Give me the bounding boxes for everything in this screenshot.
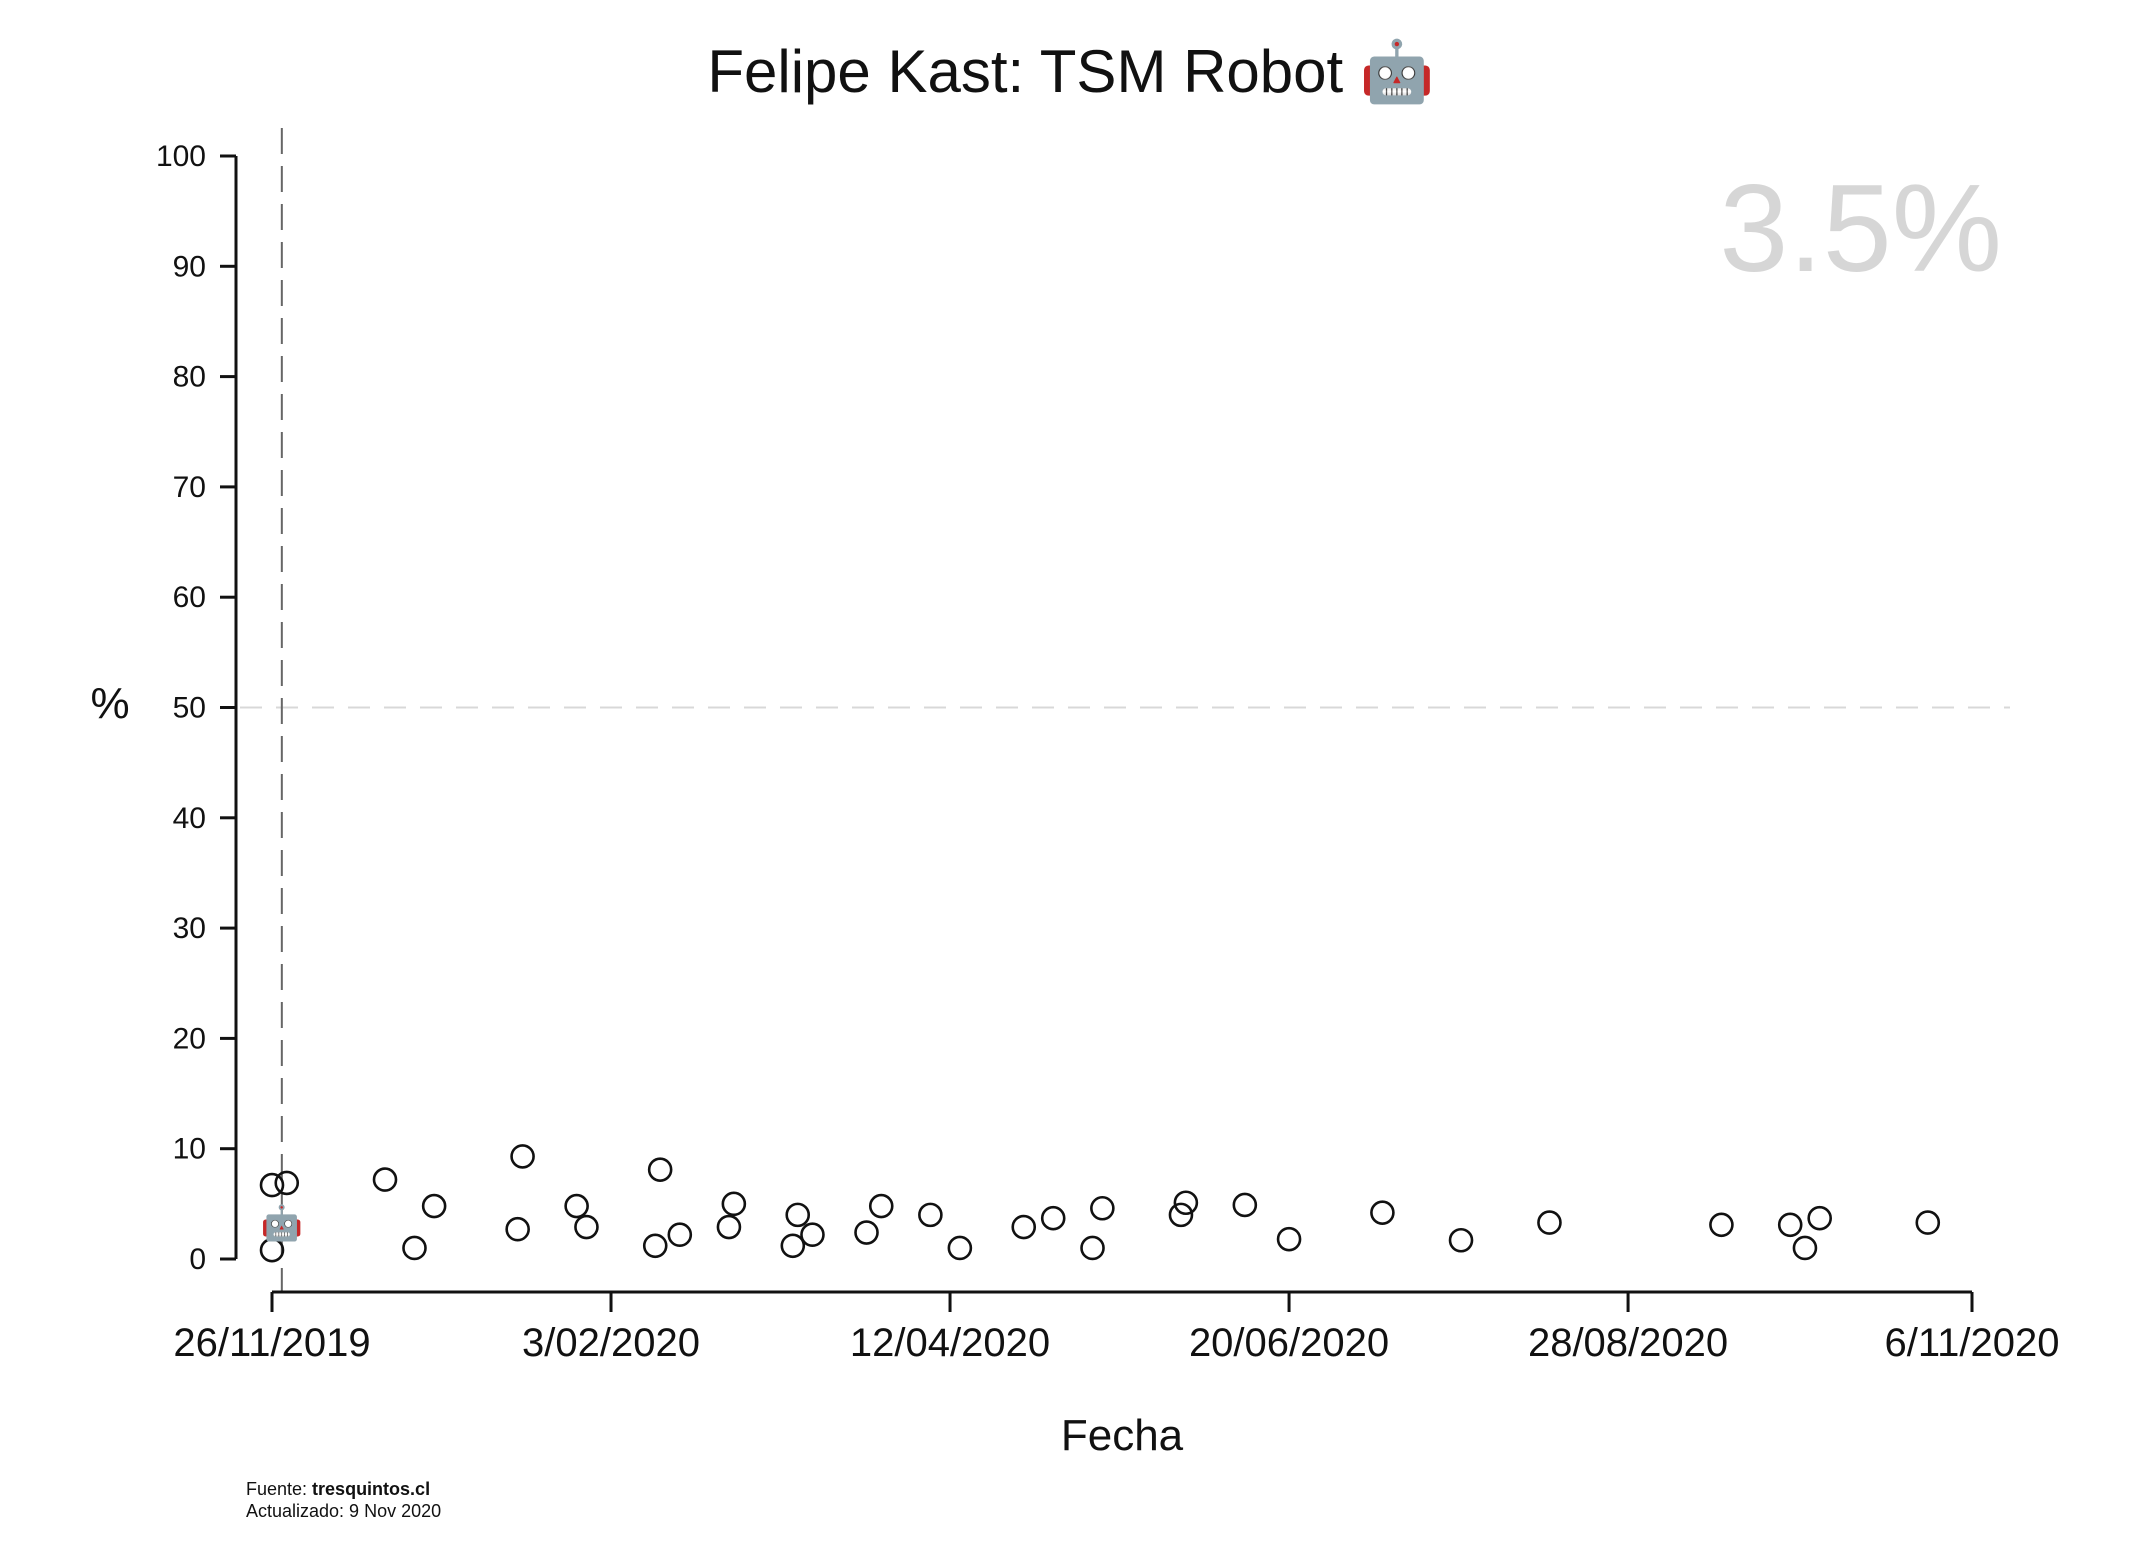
source-line: Fuente: tresquintos.cl xyxy=(246,1478,441,1500)
y-tick-label: 40 xyxy=(173,802,206,835)
y-axis-label: % xyxy=(90,679,129,728)
data-point xyxy=(274,1170,300,1196)
x-tick-label: 26/11/2019 xyxy=(173,1321,370,1365)
chart-title-text: Felipe Kast: TSM Robot xyxy=(707,38,1344,105)
data-point xyxy=(1807,1205,1832,1231)
y-tick-label: 80 xyxy=(173,361,206,394)
data-point xyxy=(1173,1190,1199,1216)
x-tick-label: 20/06/2020 xyxy=(1189,1321,1389,1365)
data-point xyxy=(721,1191,747,1217)
data-point xyxy=(402,1235,427,1261)
data-point xyxy=(259,1237,285,1263)
data-point xyxy=(421,1193,447,1219)
data-point xyxy=(854,1220,879,1245)
robot-icon: 🤖 xyxy=(261,1203,303,1242)
footer: Fuente: tresquintos.cl Actualizado: 9 No… xyxy=(246,1478,441,1522)
source-name: tresquintos.cl xyxy=(312,1479,431,1499)
data-point xyxy=(667,1222,693,1248)
data-point xyxy=(1792,1235,1818,1261)
data-point xyxy=(1709,1212,1734,1238)
updated-line: Actualizado: 9 Nov 2020 xyxy=(246,1501,442,1521)
data-point xyxy=(505,1216,530,1242)
data-point xyxy=(1370,1200,1395,1225)
x-tick-label: 3/02/2020 xyxy=(522,1321,700,1365)
y-tick-label: 70 xyxy=(173,471,206,504)
data-point xyxy=(868,1193,894,1219)
data-point xyxy=(780,1233,806,1259)
x-axis-label: Fecha xyxy=(1061,1411,1184,1460)
data-point xyxy=(510,1144,535,1169)
chart-title: Felipe Kast: TSM Robot 🤖 xyxy=(0,36,2142,107)
data-point xyxy=(1080,1235,1105,1261)
data-point xyxy=(259,1172,285,1198)
y-tick-label: 10 xyxy=(173,1133,206,1166)
y-tick-label: 90 xyxy=(173,250,206,283)
data-point xyxy=(800,1222,825,1248)
y-tick-label: 0 xyxy=(189,1243,206,1276)
data-point xyxy=(1276,1226,1302,1252)
data-point xyxy=(1777,1212,1803,1238)
current-value-label: 3.5% xyxy=(1719,160,2002,298)
y-tick-label: 50 xyxy=(173,692,206,725)
data-point xyxy=(372,1167,398,1192)
source-prefix: Fuente: xyxy=(246,1479,313,1499)
y-tick-label: 20 xyxy=(173,1022,206,1055)
data-point xyxy=(1090,1195,1115,1221)
x-tick-label: 6/11/2020 xyxy=(1885,1321,2060,1365)
data-point xyxy=(1915,1210,1941,1235)
x-tick-label: 12/04/2020 xyxy=(850,1321,1050,1365)
y-tick-label: 100 xyxy=(156,140,206,173)
y-tick-label: 30 xyxy=(173,912,206,945)
data-point xyxy=(642,1233,668,1259)
data-point xyxy=(1537,1210,1562,1235)
data-point xyxy=(1040,1205,1066,1231)
x-tick-label: 28/08/2020 xyxy=(1528,1321,1728,1365)
data-point xyxy=(1011,1214,1037,1240)
data-point xyxy=(1448,1227,1474,1253)
robot-icon: 🤖 xyxy=(1359,38,1435,105)
data-point xyxy=(1168,1202,1194,1228)
data-point xyxy=(716,1214,742,1240)
data-point xyxy=(918,1202,943,1228)
data-point xyxy=(947,1235,973,1261)
data-point xyxy=(564,1193,589,1219)
data-point xyxy=(1232,1192,1258,1218)
data-point xyxy=(574,1214,599,1240)
y-tick-label: 60 xyxy=(173,581,206,614)
data-point xyxy=(785,1202,811,1228)
data-point xyxy=(647,1157,673,1182)
